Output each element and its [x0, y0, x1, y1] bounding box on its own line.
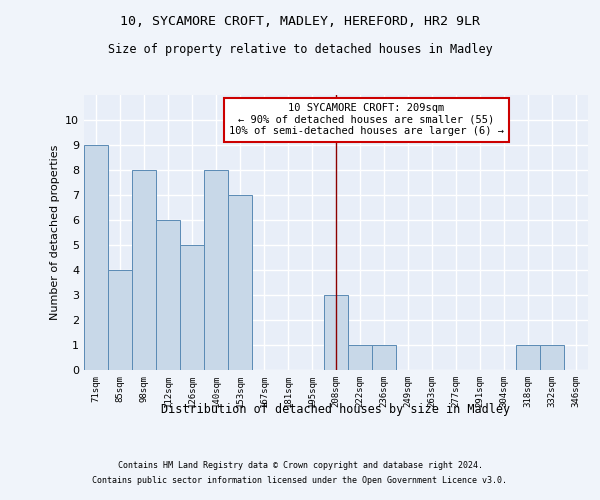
Bar	[228, 195, 252, 370]
Bar	[84, 145, 108, 370]
Bar	[180, 245, 204, 370]
Bar	[324, 295, 348, 370]
Bar	[204, 170, 228, 370]
Text: 10, SYCAMORE CROFT, MADLEY, HEREFORD, HR2 9LR: 10, SYCAMORE CROFT, MADLEY, HEREFORD, HR…	[120, 15, 480, 28]
Bar	[348, 345, 372, 370]
Bar	[372, 345, 396, 370]
Text: Size of property relative to detached houses in Madley: Size of property relative to detached ho…	[107, 42, 493, 56]
Bar	[132, 170, 156, 370]
Y-axis label: Number of detached properties: Number of detached properties	[50, 145, 59, 320]
Text: Distribution of detached houses by size in Madley: Distribution of detached houses by size …	[161, 402, 511, 415]
Bar	[540, 345, 564, 370]
Text: Contains public sector information licensed under the Open Government Licence v3: Contains public sector information licen…	[92, 476, 508, 485]
Text: 10 SYCAMORE CROFT: 209sqm
← 90% of detached houses are smaller (55)
10% of semi-: 10 SYCAMORE CROFT: 209sqm ← 90% of detac…	[229, 104, 504, 136]
Text: Contains HM Land Registry data © Crown copyright and database right 2024.: Contains HM Land Registry data © Crown c…	[118, 461, 482, 470]
Bar	[108, 270, 132, 370]
Bar	[156, 220, 180, 370]
Bar	[516, 345, 540, 370]
